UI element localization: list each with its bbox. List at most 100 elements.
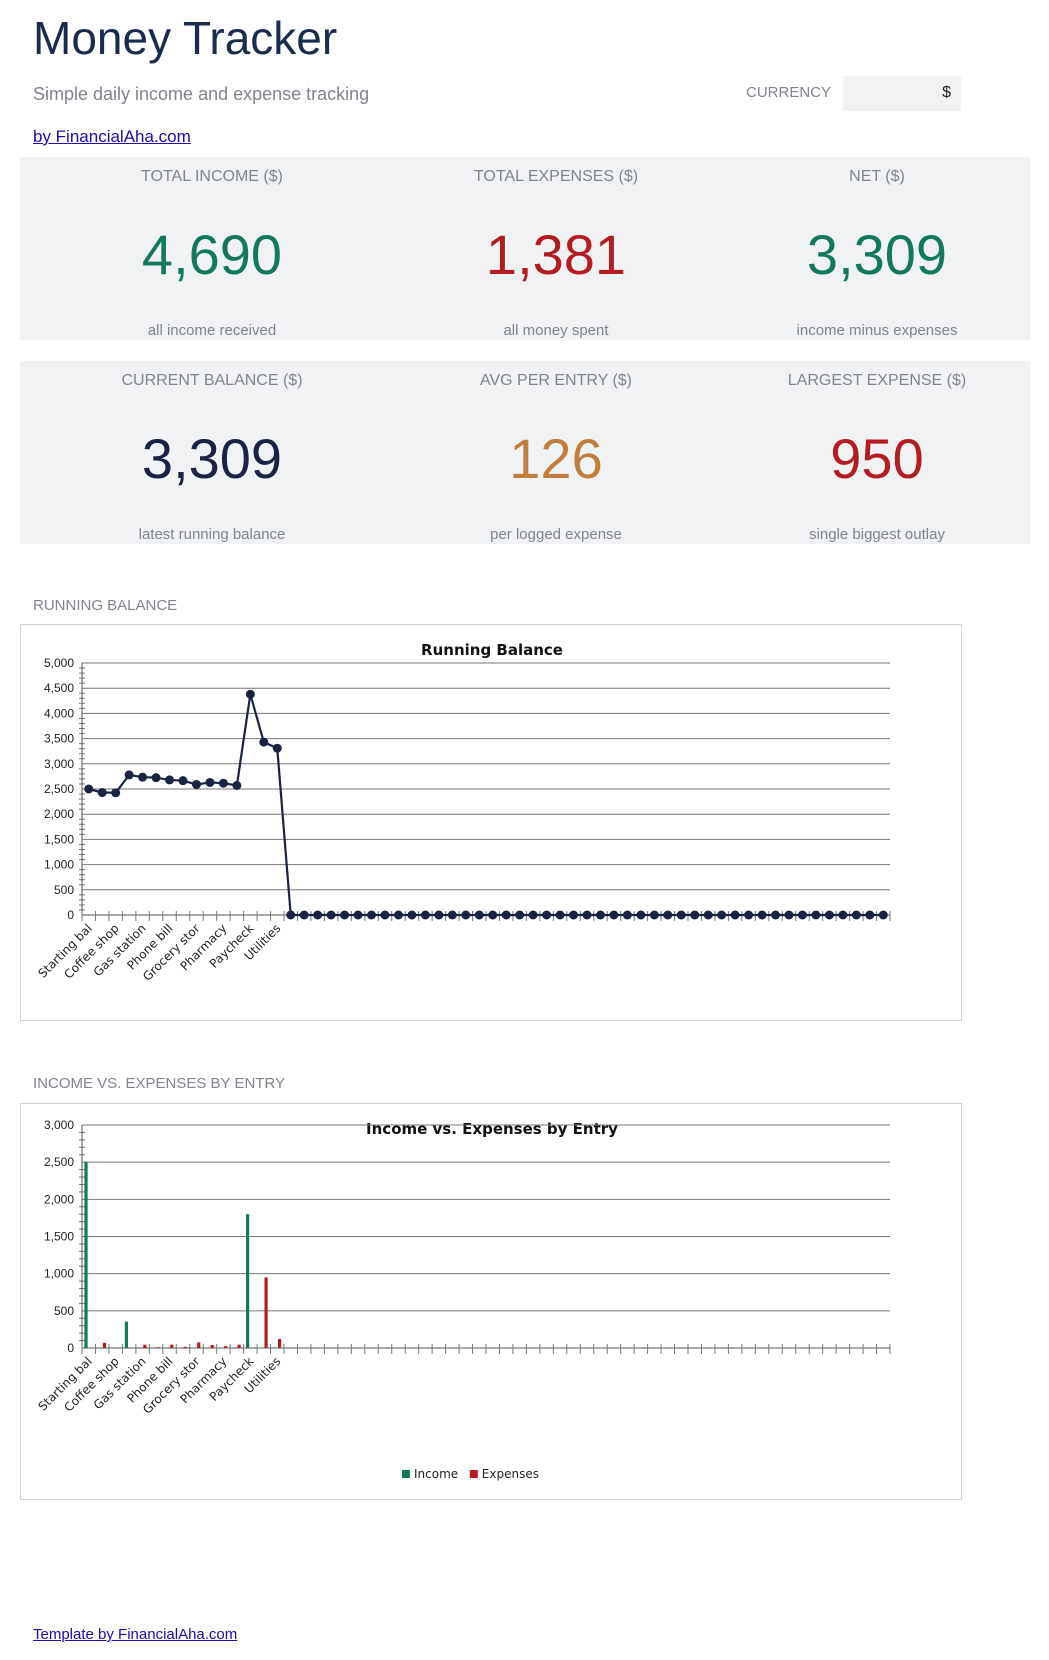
income-expenses-chart: Income vs. Expenses by Entry 0 500 1,000 1,5… [20, 1103, 962, 1500]
balance-point [501, 910, 511, 920]
kpi-label: CURRENT BALANCE ($) [121, 372, 303, 389]
balance-point [811, 910, 821, 920]
page-title: Money Tracker [33, 12, 338, 64]
balance-point [447, 910, 457, 920]
bar-expenses [156, 1347, 160, 1348]
kpi-value: 950 [830, 427, 924, 490]
kpi-value: 126 [509, 427, 603, 490]
balance-point [178, 776, 188, 786]
kpi-note: all money spent [503, 322, 609, 339]
kpi-note: income minus expenses [796, 322, 958, 339]
kpi-label: AVG PER ENTRY ($) [479, 372, 633, 389]
balance-point [272, 743, 282, 753]
balance-point [515, 910, 525, 920]
y-tick-label: 3,500 [44, 732, 74, 746]
balance-point [609, 910, 619, 920]
chart-title: Income vs. Expenses by Entry [366, 1120, 618, 1138]
kpi-note: per logged expense [490, 526, 622, 543]
balance-point [218, 778, 228, 788]
kpi-largest-expense: LARGEST EXPENSE ($) 950 single biggest o… [712, 361, 1042, 544]
legend-swatch [402, 1470, 410, 1478]
balance-point [649, 910, 659, 920]
balance-point [205, 777, 215, 787]
running-balance-svg: Running Balance 0 500 1,000 1,500 2,000 2,500 3… [35, 641, 891, 984]
balance-point [784, 910, 794, 920]
kpi-net: NET ($) 3,309 income minus expenses [712, 157, 1042, 340]
balance-point [663, 910, 673, 920]
footer-link[interactable]: Template by FinancialAha.com [33, 1626, 238, 1643]
balance-point [84, 784, 94, 794]
running-balance-chart: Running Balance 0 500 1,000 1,500 2,000 2,500 3… [20, 624, 962, 1021]
balance-point [313, 910, 323, 920]
kpi-current-balance: CURRENT BALANCE ($) 3,309 latest running… [47, 361, 377, 544]
balance-point [730, 910, 740, 920]
balance-point [461, 910, 471, 920]
page-subtitle: Simple daily income and expense tracking [33, 84, 370, 104]
y-tick-label: 0 [67, 908, 74, 922]
bar-expenses [102, 1342, 107, 1348]
bar-income [84, 1162, 88, 1348]
balance-point [420, 910, 430, 920]
y-tick-label: 3,000 [44, 1118, 74, 1132]
kpi-label: TOTAL INCOME ($) [141, 168, 283, 185]
bar-expenses [264, 1277, 268, 1348]
y-tick-label: 500 [54, 883, 74, 897]
bar-expenses [197, 1342, 201, 1348]
kpi-avg-per-entry: AVG PER ENTRY ($) 126 per logged expense [391, 361, 721, 544]
balance-point [191, 779, 201, 789]
balance-point [380, 910, 390, 920]
kpi-value: 3,309 [806, 223, 948, 286]
balance-point [744, 910, 754, 920]
kpi-row-secondary: CURRENT BALANCE ($) 3,309 latest running… [20, 361, 1030, 544]
kpi-note: all income received [147, 322, 277, 339]
balance-point [595, 910, 605, 920]
balance-point [717, 910, 727, 920]
balance-point [555, 910, 565, 920]
balance-point [326, 910, 336, 920]
chart-title: Running Balance [421, 641, 563, 659]
balance-point [865, 910, 875, 920]
legend-label: Expenses [482, 1467, 539, 1481]
bar-expenses [143, 1344, 147, 1348]
legend-swatch [469, 1470, 478, 1478]
currency-label: CURRENCY [746, 84, 832, 101]
balance-point [569, 910, 579, 920]
balance-point [838, 910, 848, 920]
bar-expenses [237, 1344, 241, 1348]
balance-point [97, 788, 107, 798]
y-tick-label: 4,500 [44, 681, 74, 695]
kpi-total-expenses: TOTAL EXPENSES ($) 1,381 all money spent [391, 157, 721, 340]
balance-point [111, 788, 121, 798]
y-tick-label: 5,000 [44, 656, 74, 670]
kpi-total-income: TOTAL INCOME ($) 4,690 all income receiv… [47, 157, 377, 340]
byline-link[interactable]: by FinancialAha.com [33, 127, 191, 146]
bar-expenses [170, 1344, 174, 1348]
balance-point [367, 910, 377, 920]
income-expenses-svg: Income vs. Expenses by Entry 0 500 1,000 1,5… [35, 1118, 891, 1481]
balance-point [151, 773, 161, 783]
balance-point [878, 910, 888, 920]
balance-point [232, 780, 242, 790]
y-tick-label: 2,000 [44, 807, 74, 821]
bar-expenses [224, 1346, 228, 1348]
balance-point [528, 910, 538, 920]
balance-point [488, 910, 498, 920]
kpi-label: TOTAL EXPENSES ($) [473, 168, 639, 185]
balance-point [124, 770, 134, 780]
bar-expenses [116, 1347, 120, 1349]
kpi-row-primary: TOTAL INCOME ($) 4,690 all income receiv… [20, 157, 1030, 340]
balance-point [797, 910, 807, 920]
balance-point [757, 910, 767, 920]
y-tick-label: 4,000 [44, 706, 74, 720]
kpi-label: NET ($) [849, 168, 905, 185]
balance-point [286, 910, 296, 920]
y-tick-label: 500 [54, 1304, 74, 1318]
balance-point [245, 689, 255, 699]
bar-expenses [183, 1346, 187, 1348]
balance-point [340, 910, 350, 920]
balance-point [690, 910, 700, 920]
y-tick-label: 2,500 [44, 1155, 74, 1169]
balance-point [771, 910, 781, 920]
balance-point [703, 910, 713, 920]
currency-input[interactable]: $ [843, 76, 961, 111]
